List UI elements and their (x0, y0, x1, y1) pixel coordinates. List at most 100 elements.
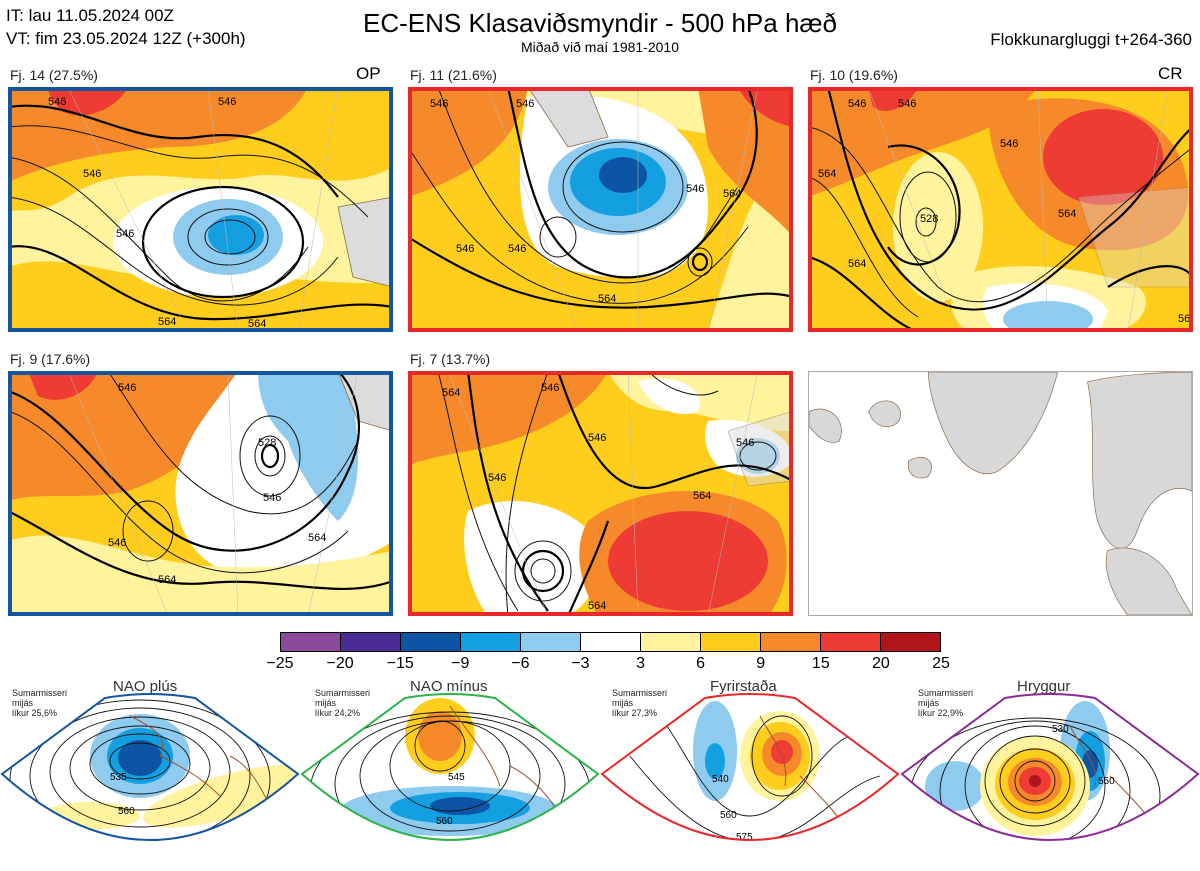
map-panel-fj10: 564 546 546 528 546 564 564 564 (808, 87, 1193, 332)
contour-label: 575 (446, 850, 463, 861)
colorbar-segment (521, 633, 581, 651)
contour-label: 546 (430, 98, 448, 110)
regime-nao-plus: Sumarmisseri mijás líkur 25,6% NAO plús … (0, 676, 300, 871)
colorbar-segment (281, 633, 341, 651)
regime-info-line: Sumarmisseri (612, 688, 668, 698)
panel-2-label: Fj. 11 (21.6%) (410, 67, 497, 83)
contour-label: 564 (442, 387, 460, 399)
colorbar-tick-label: −3 (571, 655, 590, 672)
contour-label: 546 (488, 472, 506, 484)
colorbar-segment (461, 633, 521, 651)
contour-label: 546 (541, 382, 559, 394)
regime-info-line: Sumarmisseri (918, 688, 974, 698)
panel-3-label: Fj. 10 (19.6%) (810, 67, 898, 83)
init-time: IT: lau 11.05.2024 00Z (6, 6, 174, 25)
contour-label: 564 (848, 258, 866, 270)
colorbar-segment (821, 633, 881, 651)
contour-label: 564 (818, 168, 836, 180)
contour-label: 564 (598, 293, 616, 305)
contour-label: 530 (1052, 724, 1069, 735)
regime-info-line: mijás (315, 698, 337, 708)
contour-label: 540 (712, 774, 729, 785)
map-panel-fj9: 546 528 546 546 564 564 (8, 371, 393, 616)
regime-info-line: Sumarmisseri (315, 688, 371, 698)
colorbar-segment (581, 633, 641, 651)
colorbar-segment (701, 633, 761, 651)
contour-label: 535 (110, 772, 127, 783)
regime-probability: líkur 27,3% (612, 708, 658, 718)
contour-label: 564 (158, 316, 176, 328)
contour-label: 546 (588, 432, 606, 444)
contour-label: 546 (116, 228, 134, 240)
regime-name: Fyrirstaða (710, 678, 777, 695)
panel-frame (8, 371, 393, 616)
map-panel-fj11: 546 546 546 546 564 564 546 (408, 87, 793, 332)
panel-frame (8, 87, 393, 332)
colorbar-tick-label: 6 (696, 655, 706, 672)
contour-label: 546 (516, 98, 534, 110)
colorbar-segment (341, 633, 401, 651)
colorbar-tick-label: −15 (386, 655, 414, 672)
page-title: EC-ENS Klasaviðsmyndir - 500 hPa hæð (363, 8, 837, 38)
header-left: IT: lau 11.05.2024 00Z VT: fim 23.05.202… (6, 4, 246, 50)
regime-info-line: Sumarmisseri (12, 688, 68, 698)
regime-name: NAO mínus (410, 678, 488, 695)
panel-frame (808, 87, 1193, 332)
contour-label: 546 (218, 96, 236, 108)
panel-frame (408, 87, 793, 332)
contour-label: 546 (1000, 138, 1018, 150)
colorbar-tick-label: 3 (636, 655, 645, 672)
contour-label: 528 (920, 213, 938, 225)
contour-label: 564 (1058, 208, 1076, 220)
colorbar-tick-label: −6 (511, 655, 530, 672)
contour-label: 546 (508, 243, 526, 255)
contour-label: 575 (1092, 838, 1109, 849)
colorbar-tick-label: 15 (811, 655, 830, 672)
map-panel-empty (808, 371, 1193, 616)
contour-label: 564 (723, 188, 741, 200)
contour-label: 546 (118, 382, 136, 394)
contour-label: 546 (898, 98, 916, 110)
contour-label: 546 (108, 537, 126, 549)
panel-4-label: Fj. 9 (17.6%) (10, 351, 91, 367)
contour-label: 560 (118, 806, 135, 817)
colorbar-tick-label: −25 (266, 655, 294, 672)
regime-nao-minus: Sumarmisseri mijás líkur 24,2% NAO mínus… (300, 676, 600, 871)
colorbar-tick-label: −20 (326, 655, 354, 672)
contour-label: 528 (258, 437, 276, 449)
panel-1-label: Fj. 14 (27.5%) (10, 67, 98, 83)
regime-info-line: mijás (12, 698, 34, 708)
contour-label: 575 (736, 832, 753, 843)
regime-blocking: Sumarmisseri mijás líkur 27,3% Fyrirstað… (600, 676, 900, 871)
contour-label: 546 (48, 96, 66, 108)
contour-label: 560 (436, 816, 453, 827)
regime-probability: líkur 25,6% (12, 708, 58, 718)
colorbar-tick-label: 9 (756, 655, 766, 672)
contour-label: 546 (456, 243, 474, 255)
regime-info-line: mijás (918, 698, 940, 708)
regime-probability: líkur 24,2% (315, 708, 361, 718)
panel-1-tag: OP (356, 64, 381, 83)
colorbar-ticks: −25 −20 −15 −9 −6 −3 3 6 9 15 20 25 (266, 655, 949, 675)
regime-ridge: Sumarmisseri mijás líkur 22,9% Hryggur (900, 676, 1200, 871)
colorbar-tick-label: 20 (872, 655, 890, 672)
map-panel-fj7: 564 546 546 564 546 546 564 (408, 371, 793, 616)
contour-label: 546 (83, 168, 101, 180)
contour-label: 545 (448, 772, 465, 783)
regime-name: Hryggur (1017, 678, 1071, 695)
contour-label: 546 (263, 492, 281, 504)
panel-3-tag: CR (1158, 64, 1183, 83)
colorbar-tick-label: 25 (932, 655, 950, 672)
contour-label: 560 (720, 810, 737, 821)
contour-label: 564 (158, 574, 176, 586)
contour-label: 546 (848, 98, 866, 110)
contour-label: 550 (1098, 776, 1115, 787)
colorbar-tick-label: −9 (451, 655, 470, 672)
regime-name: NAO plús (113, 678, 178, 695)
page-subtitle: Miðað við maí 1981-2010 (521, 39, 679, 55)
colorbar-segment (401, 633, 461, 651)
panel-5-label: Fj. 7 (13.7%) (410, 351, 491, 367)
panel-frame (408, 371, 793, 616)
contour-label: 546 (736, 437, 754, 449)
contour-label: 546 (686, 183, 704, 195)
